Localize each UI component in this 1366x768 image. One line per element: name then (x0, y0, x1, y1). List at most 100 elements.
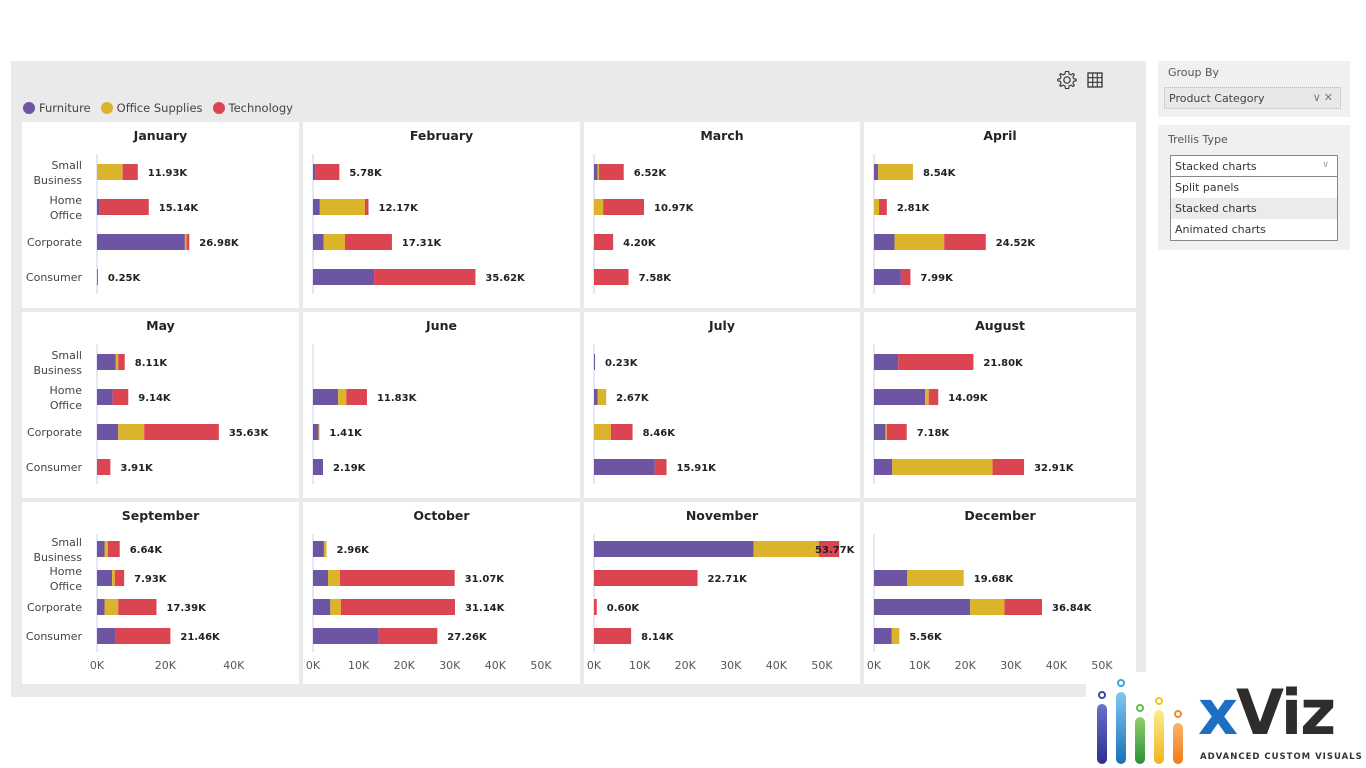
bar-segment-technology[interactable] (339, 570, 455, 586)
bar-segment-office-supplies[interactable] (118, 424, 145, 440)
bar-segment-office-supplies[interactable] (597, 164, 600, 180)
bar-segment-technology[interactable] (107, 541, 120, 557)
bar-segment-technology[interactable] (818, 541, 840, 557)
bar-segment-office-supplies[interactable] (597, 389, 607, 405)
bar-segment-office-supplies[interactable] (323, 234, 345, 250)
bar-segment-furniture[interactable] (97, 199, 100, 215)
bar-segment-technology[interactable] (654, 459, 667, 475)
bar-segment-technology[interactable] (144, 424, 219, 440)
bar-segment-technology[interactable] (603, 199, 645, 215)
bar-segment-furniture[interactable] (313, 628, 379, 644)
bar-segment-technology[interactable] (112, 389, 129, 405)
bar-segment-furniture[interactable] (874, 628, 892, 644)
bar-segment-technology[interactable] (344, 234, 392, 250)
bar-segment-furniture[interactable] (313, 199, 320, 215)
bar-segment-furniture[interactable] (313, 459, 323, 475)
bar-segment-furniture[interactable] (97, 234, 185, 250)
bar-segment-technology[interactable] (610, 424, 633, 440)
bar-segment-furniture[interactable] (313, 234, 324, 250)
bar-segment-office-supplies[interactable] (104, 541, 108, 557)
bar-segment-office-supplies[interactable] (104, 599, 119, 615)
bar-segment-office-supplies[interactable] (112, 570, 115, 586)
bar-segment-technology[interactable] (594, 599, 597, 615)
bar-segment-furniture[interactable] (594, 541, 754, 557)
bar-segment-furniture[interactable] (97, 424, 119, 440)
bar-segment-office-supplies[interactable] (894, 234, 945, 250)
bar-segment-technology[interactable] (97, 459, 111, 475)
legend-item-technology[interactable]: Technology (212, 101, 293, 115)
bar-segment-office-supplies[interactable] (594, 424, 611, 440)
bar-segment-furniture[interactable] (874, 234, 895, 250)
bar-segment-furniture[interactable] (313, 424, 319, 440)
bar-segment-office-supplies[interactable] (594, 199, 604, 215)
bar-segment-office-supplies[interactable] (874, 199, 880, 215)
bar-segment-office-supplies[interactable] (338, 389, 347, 405)
bar-segment-technology[interactable] (594, 269, 629, 285)
bar-segment-technology[interactable] (364, 199, 369, 215)
bar-segment-office-supplies[interactable] (925, 389, 929, 405)
bar-segment-office-supplies[interactable] (753, 541, 819, 557)
bar-segment-furniture[interactable] (594, 389, 598, 405)
bar-segment-furniture[interactable] (97, 599, 105, 615)
bar-segment-furniture[interactable] (313, 389, 339, 405)
bar-segment-furniture[interactable] (874, 599, 971, 615)
bar-segment-furniture[interactable] (874, 570, 908, 586)
bar-segment-furniture[interactable] (874, 459, 893, 475)
bar-segment-technology[interactable] (1004, 599, 1042, 615)
bar-segment-technology[interactable] (944, 234, 986, 250)
option-animated-charts[interactable]: Animated charts (1175, 223, 1266, 236)
bar-segment-furniture[interactable] (874, 269, 901, 285)
gear-icon[interactable] (1056, 69, 1078, 91)
option-split-panels[interactable]: Split panels (1175, 181, 1240, 194)
trellis-type-select[interactable]: Stacked charts ∨ (1170, 155, 1338, 177)
bar-segment-office-supplies[interactable] (891, 628, 900, 644)
bar-segment-office-supplies[interactable] (907, 570, 964, 586)
bar-segment-technology[interactable] (898, 354, 974, 370)
bar-segment-furniture[interactable] (97, 570, 113, 586)
bar-segment-furniture[interactable] (874, 354, 899, 370)
bar-segment-technology[interactable] (992, 459, 1025, 475)
bar-segment-technology[interactable] (114, 570, 125, 586)
bar-segment-office-supplies[interactable] (318, 424, 320, 440)
bar-segment-office-supplies[interactable] (323, 541, 327, 557)
legend-item-furniture[interactable]: Furniture (23, 101, 91, 115)
bar-segment-furniture[interactable] (97, 354, 116, 370)
bar-segment-technology[interactable] (346, 389, 367, 405)
chevron-down-icon[interactable]: ∨ (1312, 91, 1324, 104)
bar-segment-furniture[interactable] (97, 269, 98, 285)
group-by-field[interactable]: Product Category ∨✕ (1164, 87, 1341, 109)
bar-segment-furniture[interactable] (313, 599, 331, 615)
bar-segment-technology[interactable] (378, 628, 438, 644)
close-icon[interactable]: ✕ (1323, 91, 1336, 104)
bar-segment-office-supplies[interactable] (97, 164, 123, 180)
bar-segment-technology[interactable] (594, 628, 632, 644)
bar-segment-furniture[interactable] (594, 459, 655, 475)
bar-segment-technology[interactable] (99, 199, 149, 215)
bar-segment-office-supplies[interactable] (184, 234, 187, 250)
bar-segment-office-supplies[interactable] (878, 164, 913, 180)
bar-segment-furniture[interactable] (874, 164, 879, 180)
bar-segment-furniture[interactable] (313, 164, 316, 180)
bar-segment-technology[interactable] (186, 234, 190, 250)
grid-table-icon[interactable] (1084, 69, 1106, 91)
bar-segment-technology[interactable] (374, 269, 476, 285)
bar-segment-furniture[interactable] (313, 541, 324, 557)
bar-segment-technology[interactable] (118, 599, 157, 615)
bar-segment-furniture[interactable] (874, 389, 926, 405)
bar-segment-technology[interactable] (315, 164, 340, 180)
bar-segment-technology[interactable] (340, 599, 455, 615)
bar-segment-technology[interactable] (122, 164, 138, 180)
bar-segment-technology[interactable] (594, 234, 614, 250)
bar-segment-office-supplies[interactable] (970, 599, 1005, 615)
bar-segment-technology[interactable] (115, 628, 171, 644)
bar-segment-technology[interactable] (879, 199, 887, 215)
bar-segment-furniture[interactable] (313, 570, 329, 586)
bar-segment-office-supplies[interactable] (328, 570, 340, 586)
bar-segment-office-supplies[interactable] (892, 459, 993, 475)
bar-segment-technology[interactable] (928, 389, 939, 405)
option-stacked-charts[interactable]: Stacked charts (1171, 198, 1337, 219)
legend-item-office-supplies[interactable]: Office Supplies (100, 101, 203, 115)
bar-segment-furniture[interactable] (97, 389, 113, 405)
bar-segment-furniture[interactable] (874, 424, 886, 440)
bar-segment-technology[interactable] (886, 424, 907, 440)
